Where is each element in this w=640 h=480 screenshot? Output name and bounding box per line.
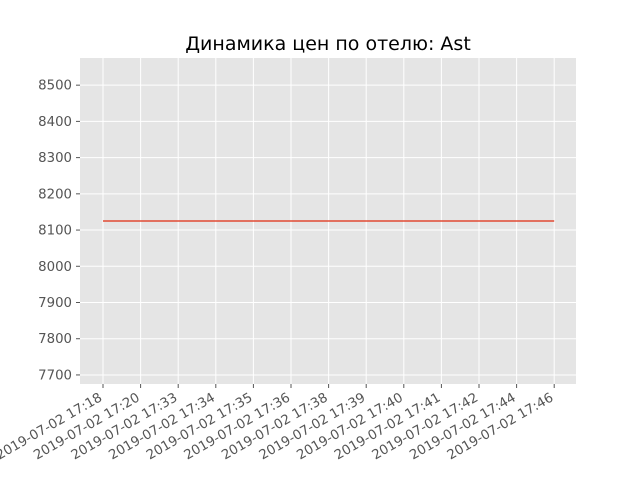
chart-title: Динамика цен по отелю: Ast bbox=[185, 33, 471, 55]
y-tick-label: 8500 bbox=[38, 79, 72, 94]
y-tick-label: 7800 bbox=[38, 332, 72, 347]
y-tick-label: 8400 bbox=[38, 115, 72, 130]
y-tick-label: 8100 bbox=[38, 224, 72, 239]
y-axis-ticks: 7700 7800 7900 8000 8100 8200 8300 8400 8500 bbox=[38, 79, 80, 383]
y-tick-label: 8200 bbox=[38, 187, 72, 202]
y-tick-label: 7900 bbox=[38, 296, 72, 311]
y-tick-label: 8300 bbox=[38, 151, 72, 166]
y-tick-label: 7700 bbox=[38, 368, 72, 383]
y-tick-label: 8000 bbox=[38, 260, 72, 275]
